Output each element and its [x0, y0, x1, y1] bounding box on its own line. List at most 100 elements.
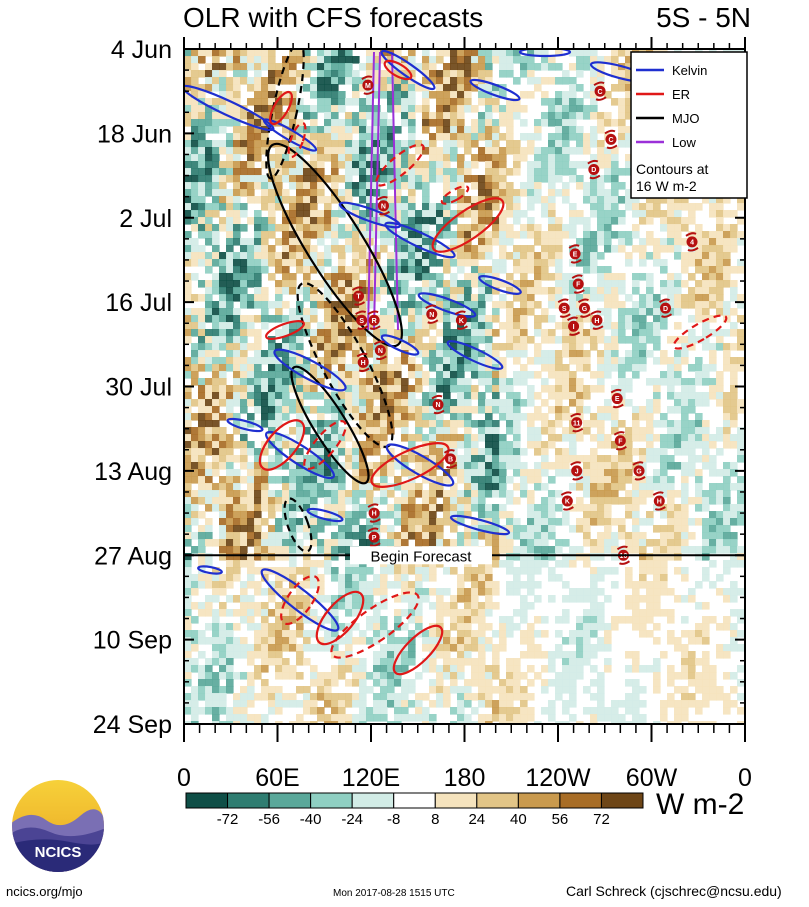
olr-cell [485, 371, 493, 379]
olr-cell [338, 70, 346, 78]
olr-cell [590, 252, 598, 260]
olr-cell [450, 84, 458, 92]
olr-cell [233, 161, 241, 169]
olr-cell [597, 189, 605, 197]
olr-cell [660, 455, 668, 463]
olr-cell [387, 490, 395, 498]
olr-cell [317, 147, 325, 155]
olr-cell [429, 441, 437, 449]
olr-cell [562, 224, 570, 232]
olr-cell [527, 245, 535, 253]
olr-cell [443, 84, 451, 92]
olr-cell [233, 266, 241, 274]
olr-cell [275, 546, 283, 554]
olr-cell [394, 168, 402, 176]
olr-cell [303, 497, 311, 505]
olr-cell [450, 231, 458, 239]
olr-cell [352, 140, 360, 148]
olr-cell [625, 315, 633, 323]
olr-cell [436, 112, 444, 120]
olr-cell [303, 378, 311, 386]
olr-cell [499, 357, 507, 365]
olr-cell [534, 189, 542, 197]
olr-cell [492, 588, 500, 596]
olr-cell [254, 525, 262, 533]
olr-cell [555, 371, 563, 379]
olr-cell [562, 455, 570, 463]
olr-cell [471, 259, 479, 267]
olr-cell [716, 427, 724, 435]
olr-cell [527, 560, 535, 568]
olr-cell [632, 287, 640, 295]
olr-cell [583, 504, 591, 512]
olr-cell [625, 84, 633, 92]
olr-cell [492, 343, 500, 351]
olr-cell [191, 56, 199, 64]
olr-cell [681, 518, 689, 526]
olr-cell [653, 504, 661, 512]
olr-cell [345, 182, 353, 190]
olr-cell [688, 378, 696, 386]
olr-cell [240, 553, 248, 561]
olr-cell [387, 91, 395, 99]
olr-cell [681, 266, 689, 274]
olr-cell [317, 371, 325, 379]
olr-cell [226, 119, 234, 127]
olr-cell [261, 91, 269, 99]
olr-cell [611, 336, 619, 344]
olr-cell [569, 91, 577, 99]
olr-cell [576, 175, 584, 183]
olr-cell [219, 77, 227, 85]
olr-cell [681, 546, 689, 554]
olr-cell [485, 266, 493, 274]
olr-cell [422, 588, 430, 596]
olr-cell [478, 476, 486, 484]
olr-cell [212, 420, 220, 428]
olr-cell [289, 595, 297, 603]
olr-cell [205, 448, 213, 456]
olr-cell [310, 343, 318, 351]
olr-cell [569, 448, 577, 456]
olr-cell [653, 210, 661, 218]
olr-cell [506, 441, 514, 449]
olr-cell [310, 224, 318, 232]
olr-cell [702, 322, 710, 330]
olr-cell [499, 210, 507, 218]
olr-cell [674, 371, 682, 379]
olr-cell [198, 182, 206, 190]
olr-cell [219, 126, 227, 134]
olr-cell [359, 196, 367, 204]
olr-cell [317, 280, 325, 288]
olr-cell [191, 469, 199, 477]
olr-cell [345, 77, 353, 85]
olr-cell [527, 399, 535, 407]
olr-cell [443, 49, 451, 57]
olr-cell [380, 525, 388, 533]
olr-cell [324, 56, 332, 64]
olr-cell [422, 476, 430, 484]
olr-cell [716, 483, 724, 491]
olr-cell [625, 581, 633, 589]
olr-cell [401, 273, 409, 281]
olr-cell [408, 371, 416, 379]
olr-cell [618, 112, 626, 120]
olr-cell [366, 420, 374, 428]
olr-cell [520, 553, 528, 561]
olr-cell [688, 497, 696, 505]
olr-cell [303, 203, 311, 211]
olr-cell [219, 441, 227, 449]
olr-cell [646, 434, 654, 442]
olr-cell [555, 539, 563, 547]
olr-cell [219, 84, 227, 92]
olr-cell [296, 602, 304, 610]
olr-cell [394, 70, 402, 78]
olr-cell [233, 210, 241, 218]
olr-cell [408, 154, 416, 162]
olr-cell [303, 105, 311, 113]
olr-cell [548, 595, 556, 603]
olr-cell [373, 287, 381, 295]
olr-cell [548, 336, 556, 344]
olr-cell [254, 420, 262, 428]
olr-cell [191, 182, 199, 190]
olr-cell [639, 434, 647, 442]
